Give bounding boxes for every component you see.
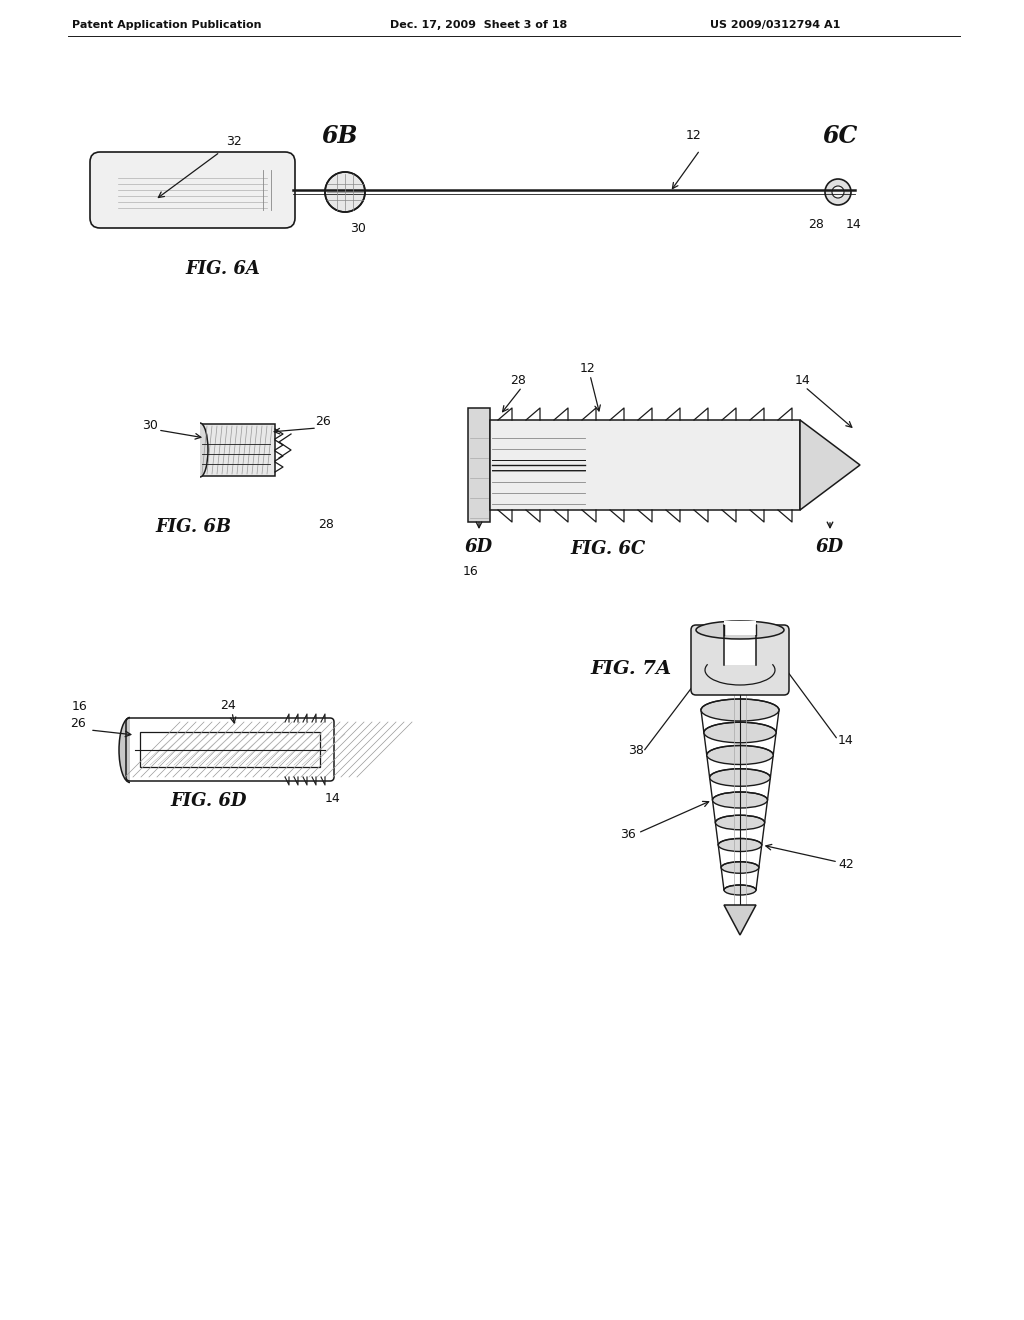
Text: 42: 42 [838, 858, 854, 871]
Text: FIG. 6A: FIG. 6A [185, 260, 260, 279]
Bar [724, 615, 756, 665]
Text: 30: 30 [350, 222, 366, 235]
Text: 14: 14 [325, 792, 341, 805]
Text: FIG. 6C: FIG. 6C [570, 540, 645, 558]
Ellipse shape [710, 768, 770, 787]
Polygon shape [800, 420, 860, 510]
Text: 6D: 6D [465, 539, 494, 556]
Text: 26: 26 [70, 717, 86, 730]
Text: Dec. 17, 2009  Sheet 3 of 18: Dec. 17, 2009 Sheet 3 of 18 [390, 20, 567, 30]
Polygon shape [724, 906, 756, 935]
Text: 28: 28 [318, 517, 334, 531]
FancyBboxPatch shape [90, 152, 295, 228]
Bar [200, 424, 275, 477]
Ellipse shape [713, 792, 768, 808]
Bar [140, 733, 319, 767]
Text: FIG. 6B: FIG. 6B [155, 517, 231, 536]
Ellipse shape [716, 816, 765, 830]
Text: 26: 26 [315, 414, 331, 428]
Text: 14: 14 [846, 218, 862, 231]
FancyBboxPatch shape [126, 718, 334, 781]
Ellipse shape [193, 422, 208, 477]
FancyBboxPatch shape [691, 624, 790, 696]
Text: 30: 30 [142, 418, 158, 432]
Circle shape [325, 172, 365, 213]
Bar [130, 711, 360, 787]
Circle shape [825, 180, 851, 205]
Ellipse shape [119, 718, 141, 783]
Text: 6B: 6B [322, 124, 358, 148]
Text: 36: 36 [620, 829, 636, 842]
Text: FIG. 7A: FIG. 7A [590, 660, 671, 678]
Text: US 2009/0312794 A1: US 2009/0312794 A1 [710, 20, 841, 30]
Text: 6C: 6C [822, 124, 858, 148]
Text: 24: 24 [220, 700, 236, 711]
Ellipse shape [707, 746, 773, 764]
Text: 16: 16 [72, 700, 88, 713]
Text: 38: 38 [628, 743, 644, 756]
Ellipse shape [718, 838, 762, 851]
Ellipse shape [703, 722, 776, 743]
Bar [490, 420, 800, 510]
Text: 16: 16 [463, 565, 479, 578]
Text: 28: 28 [510, 374, 526, 387]
Text: 32: 32 [226, 135, 242, 148]
Text: 14: 14 [838, 734, 854, 747]
Circle shape [831, 186, 844, 198]
Text: 12: 12 [686, 129, 701, 143]
Text: 12: 12 [580, 362, 596, 375]
Bar [724, 620, 756, 635]
Bar [140, 733, 319, 767]
Text: Patent Application Publication: Patent Application Publication [72, 20, 261, 30]
Ellipse shape [721, 862, 759, 874]
Text: 28: 28 [808, 218, 824, 231]
Ellipse shape [696, 620, 784, 639]
Text: 6D: 6D [816, 539, 844, 556]
Text: 14: 14 [795, 374, 811, 387]
Ellipse shape [724, 884, 756, 895]
Bar [468, 408, 490, 521]
Bar [191, 422, 200, 478]
Text: FIG. 6D: FIG. 6D [170, 792, 247, 810]
Ellipse shape [701, 700, 779, 721]
